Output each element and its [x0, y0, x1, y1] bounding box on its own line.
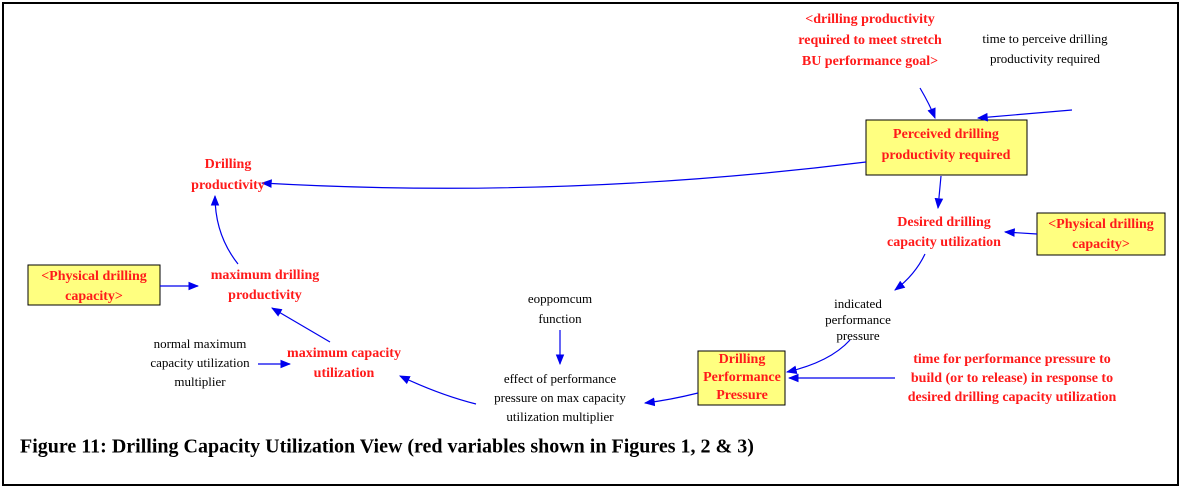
node-label: pressure on max capacity: [494, 390, 626, 405]
node-label: maximum capacity: [287, 346, 401, 361]
box: [1036, 212, 1166, 256]
node-label: productivity required: [990, 51, 1101, 66]
node-label: Performance: [703, 370, 781, 385]
node-label: <Physical drilling: [41, 269, 147, 284]
node-label: indicated: [834, 296, 882, 311]
box: [697, 350, 786, 406]
caption: Figure 11: Drilling Capacity Utilization…: [20, 436, 754, 458]
node-label: Pressure: [716, 388, 768, 403]
node-label: function: [538, 311, 582, 326]
node-label: build (or to release) in response to: [911, 371, 1113, 386]
arrows: [160, 87, 1073, 407]
node-label: required to meet stretch: [798, 33, 942, 48]
node-label: normal maximum: [154, 336, 247, 351]
node-label: multiplier: [174, 374, 226, 389]
node-label: eoppomcum: [528, 291, 592, 306]
box: [865, 119, 1028, 176]
node-label: <drilling productivity: [805, 12, 934, 27]
node-label: utilization multiplier: [506, 409, 614, 424]
node-label: productivity: [191, 178, 265, 193]
node-label: time to perceive drilling: [982, 31, 1108, 46]
node-label: effect of performance: [504, 371, 617, 386]
node-label: <Physical drilling: [1048, 217, 1154, 232]
node-label: Desired drilling: [897, 215, 990, 230]
node-label: time for performance pressure to: [913, 352, 1111, 367]
node-label: desired drilling capacity utilization: [908, 390, 1117, 405]
node-label: capacity utilization: [887, 235, 1001, 250]
node-label: maximum drilling: [211, 268, 320, 283]
node-label: Drilling: [205, 157, 252, 172]
node-label: Perceived drilling: [893, 127, 999, 142]
node-label: utilization: [314, 366, 375, 381]
node-label: capacity utilization: [150, 355, 250, 370]
node-label: productivity required: [882, 148, 1011, 163]
node-label: BU performance goal>: [802, 54, 938, 69]
node-label: capacity>: [1072, 237, 1130, 252]
node-label: performance: [825, 312, 891, 327]
node-label: capacity>: [65, 289, 123, 304]
node-label: productivity: [228, 288, 302, 303]
box: [27, 264, 161, 306]
node-label: Drilling: [719, 352, 766, 367]
node-label: pressure: [836, 328, 880, 343]
